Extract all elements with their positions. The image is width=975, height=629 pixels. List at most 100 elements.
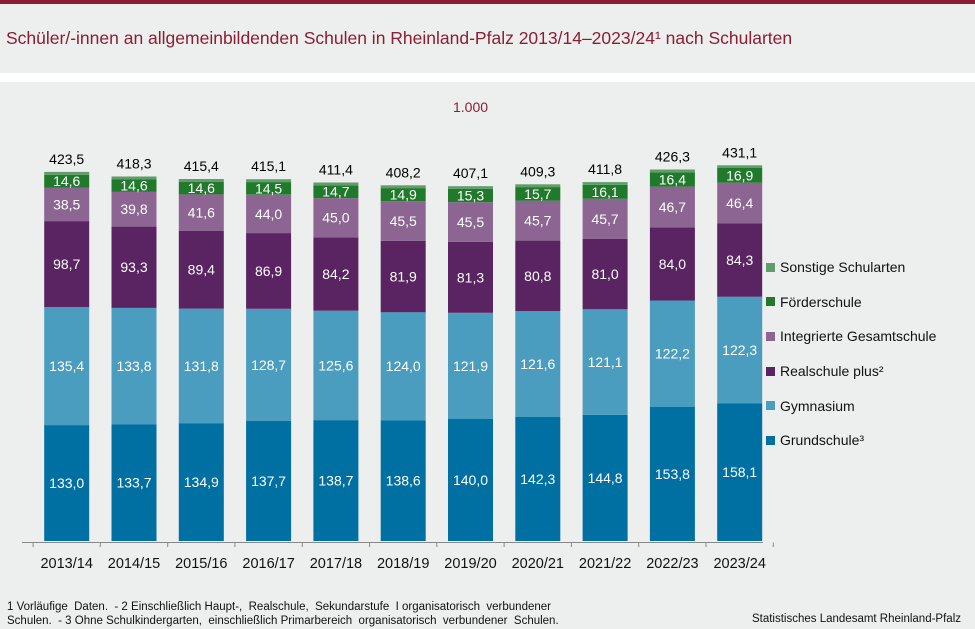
legend: Sonstige Schularten Förderschule Integrier…	[766, 250, 936, 458]
bar-segment	[649, 169, 695, 173]
bar-segment	[44, 174, 90, 188]
segment-value-label: 93,3	[120, 259, 147, 275]
segment-value-label: 142,3	[520, 471, 555, 487]
bar-segment	[111, 226, 157, 308]
segment-value-label: 121,6	[520, 356, 555, 372]
legend-item: Sonstige Schularten	[766, 250, 936, 285]
bar-segment	[582, 198, 628, 239]
chart-title: Schüler/-innen an allgemeinbildenden Sch…	[6, 28, 793, 48]
legend-label: Realschule plus²	[780, 363, 884, 380]
segment-value-label: 137,7	[251, 473, 286, 489]
segment-value-label: 89,4	[188, 262, 215, 278]
bar-segment	[649, 300, 695, 407]
segment-value-label: 44,0	[255, 206, 282, 222]
legend-label: Gymnasium	[780, 397, 855, 414]
bar-segment	[178, 308, 224, 424]
segment-value-label: 84,3	[726, 252, 753, 268]
segment-value-label: 14,7	[322, 184, 349, 200]
bar-segment	[111, 307, 157, 425]
bar-segment	[178, 179, 224, 182]
segment-value-label: 80,8	[524, 268, 551, 284]
bar-segment	[717, 165, 763, 168]
segment-value-label: 121,9	[453, 358, 488, 374]
segment-value-label: 15,7	[524, 186, 551, 202]
bar-segment	[313, 198, 359, 238]
bar-segment	[111, 176, 157, 180]
bar-segment	[582, 309, 628, 415]
bar-segment	[582, 414, 628, 541]
bar-segment	[448, 188, 493, 203]
bar-segment	[246, 182, 292, 195]
bar-segment	[313, 237, 359, 311]
segment-value-label: 41,6	[188, 205, 215, 221]
bar-segment	[717, 296, 763, 404]
bar-segment	[448, 419, 493, 541]
bar-segment	[380, 188, 426, 202]
bar-segment	[582, 182, 628, 185]
x-tick-label: 2017/18	[310, 556, 362, 572]
legend-item: Integrierte Gesamtschule	[766, 319, 936, 354]
bar-segment	[649, 186, 695, 228]
x-tick-label: 2022/23	[646, 556, 698, 572]
segment-value-label: 84,2	[322, 266, 349, 282]
bar-segment	[448, 241, 493, 313]
segment-value-label: 125,6	[318, 357, 353, 373]
top-accent-bar	[0, 0, 975, 4]
bar-segment	[515, 200, 561, 241]
segment-value-label: 45,0	[322, 210, 349, 226]
x-tick-label: 2018/19	[377, 556, 429, 572]
bar-segment	[44, 425, 90, 541]
segment-value-label: 134,9	[184, 474, 219, 490]
bar-segment	[111, 191, 157, 227]
x-tick-label: 2016/17	[242, 556, 294, 572]
segment-value-label: 16,9	[726, 167, 753, 183]
total-value-label: 409,3	[520, 163, 555, 179]
segment-value-label: 122,3	[722, 342, 757, 358]
total-value-label: 411,4	[319, 162, 353, 178]
unit-label: 1.000	[453, 99, 489, 115]
x-tick-label: 2019/20	[444, 556, 496, 572]
bar-segment	[515, 187, 561, 201]
bar-segment	[178, 230, 224, 309]
total-value-label: 407,1	[453, 165, 488, 181]
segment-value-label: 133,0	[49, 475, 84, 491]
x-tick-label: 2023/24	[713, 556, 765, 572]
segment-value-label: 86,9	[255, 263, 282, 279]
segment-value-label: 16,4	[659, 171, 686, 187]
legend-label: Integrierte Gesamtschule	[780, 328, 937, 345]
x-tick-label: 2015/16	[175, 556, 227, 572]
legend-swatch-icon	[766, 366, 775, 376]
footnote: 1 Vorläufige Daten. - 2 Einschließlich H…	[7, 601, 559, 627]
segment-value-label: 45,7	[524, 213, 551, 229]
bar-segment	[649, 227, 695, 301]
segment-value-label: 122,2	[655, 346, 690, 362]
segment-value-label: 14,6	[53, 173, 80, 189]
segment-value-label: 140,0	[453, 472, 488, 488]
segment-value-label: 135,4	[49, 358, 84, 374]
x-tick-label: 2020/21	[512, 556, 564, 572]
total-labels-group: 423,5 418,3 415,4 415,1 411,4 408,2 407,1 409,3…	[49, 144, 757, 181]
segment-value-label: 121,1	[588, 354, 623, 370]
segment-value-label: 98,7	[53, 256, 80, 272]
segment-value-label: 144,8	[588, 470, 623, 486]
bar-segment	[380, 201, 426, 241]
bar-segment	[246, 194, 292, 234]
segment-value-label: 138,6	[386, 473, 421, 489]
header-separator	[0, 73, 975, 82]
legend-item: Grundschule³	[766, 423, 936, 458]
bars-group	[44, 165, 763, 541]
bar-segment	[44, 307, 90, 426]
legend-label: Förderschule	[780, 293, 862, 310]
segment-value-label: 38,5	[53, 196, 80, 212]
segment-value-label: 128,7	[251, 357, 286, 373]
legend-swatch-icon	[766, 401, 775, 411]
segment-value-label: 14,6	[120, 178, 147, 194]
bar-segment	[246, 179, 292, 183]
segment-value-label: 14,6	[188, 180, 215, 196]
bar-segment	[44, 171, 90, 175]
bar-segment	[178, 423, 224, 541]
bar-segment	[515, 417, 561, 541]
bar-segment	[380, 185, 426, 189]
segment-value-label: 81,0	[591, 266, 618, 282]
legend-item: Realschule plus²	[766, 354, 936, 389]
